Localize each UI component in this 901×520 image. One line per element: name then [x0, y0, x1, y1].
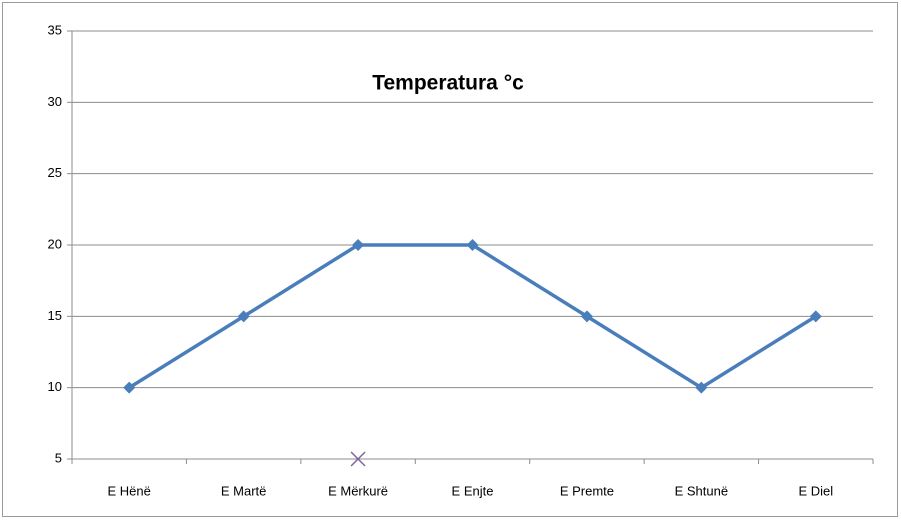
- x-tick-label: E Enjte: [452, 483, 494, 498]
- x-tick-label: E Premte: [560, 483, 614, 498]
- y-tick-label: 10: [48, 379, 62, 394]
- y-tick-label: 25: [48, 165, 62, 180]
- marker: [352, 239, 365, 251]
- marker: [580, 310, 593, 323]
- marker: [695, 381, 708, 394]
- y-tick-label: 30: [48, 94, 62, 109]
- marker: [123, 381, 136, 394]
- x-tick-label: E Hënë: [108, 483, 151, 498]
- chart-title: Temperatura °c: [372, 72, 524, 95]
- y-tick-label: 35: [48, 22, 62, 37]
- marker: [809, 310, 822, 323]
- x-tick-label: E Mërkurë: [328, 483, 388, 498]
- y-tick-label: 15: [48, 308, 62, 323]
- x-tick-label: E Diel: [798, 483, 833, 498]
- marker: [466, 239, 479, 251]
- y-tick-label: 5: [55, 450, 62, 465]
- y-tick-label: 20: [48, 236, 62, 251]
- marker: [350, 451, 366, 467]
- marker: [237, 310, 250, 323]
- x-tick-label: E Shtunë: [675, 483, 729, 498]
- x-tick-label: E Martë: [221, 483, 267, 498]
